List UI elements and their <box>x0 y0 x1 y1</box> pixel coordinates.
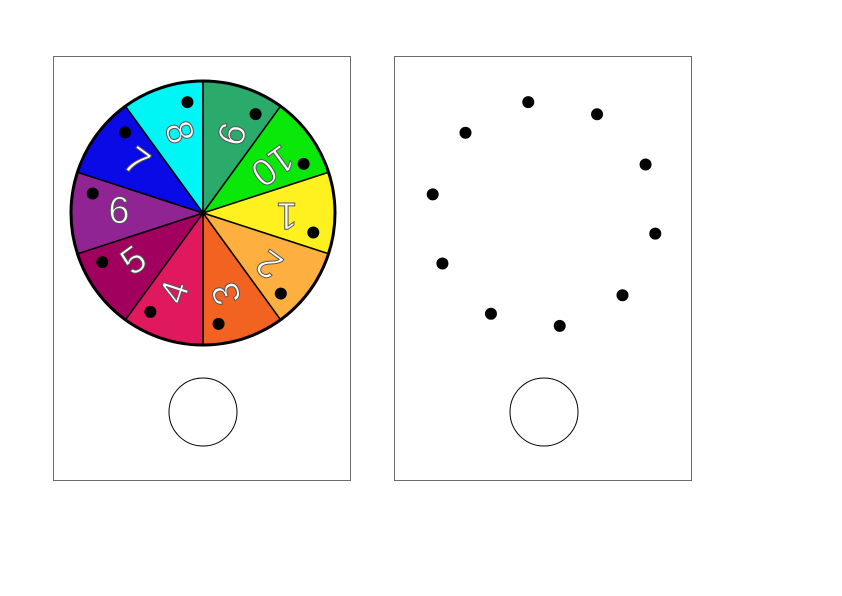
wheel-dot-1 <box>307 226 320 239</box>
wheel-dot-7 <box>119 126 132 139</box>
wheel-dot-5 <box>96 256 109 269</box>
ring-dot <box>426 188 439 201</box>
ring-dot <box>616 289 629 302</box>
ring-dot <box>649 227 662 240</box>
ring-dot <box>484 307 497 320</box>
spinner-card: 1 2 3 4 5 6 7 8 9 10 <box>53 56 351 481</box>
ring-dot <box>459 126 472 139</box>
wheel-dot-3 <box>212 317 225 330</box>
wheel-dot-6 <box>86 187 99 200</box>
wheel-number-6: 6 <box>108 190 129 232</box>
wheel-dot-9 <box>249 108 262 121</box>
wheel-dot-4 <box>144 305 157 318</box>
wheel-dot-8 <box>181 96 194 109</box>
dot-card <box>394 56 692 481</box>
wheel-dot-10 <box>297 157 310 170</box>
ring-dot <box>591 108 604 121</box>
dot-ring-graphic <box>426 96 662 447</box>
ring-dot <box>436 257 449 270</box>
spinner-center-hole[interactable] <box>168 377 238 447</box>
dot-ring <box>426 96 662 332</box>
wheel-dot-2 <box>274 287 287 300</box>
wheel-number-1: 1 <box>276 194 297 236</box>
wheel-outline <box>69 79 337 347</box>
ring-dot <box>553 319 566 332</box>
ring-dot <box>639 158 652 171</box>
ring-dot <box>522 96 535 109</box>
dot-card-center-hole[interactable] <box>509 377 579 447</box>
